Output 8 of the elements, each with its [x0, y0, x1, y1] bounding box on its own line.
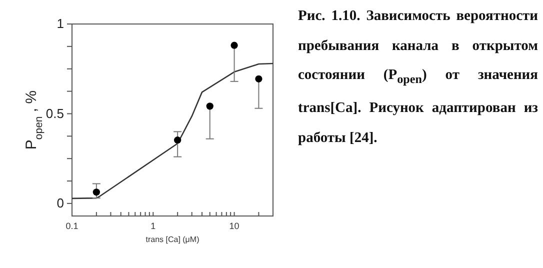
- x-tick-label: 1: [150, 220, 156, 231]
- y-tick-label: 1: [56, 16, 64, 32]
- text: Рис. 1.10. Зависимость вероятности пребывания канала в открытом состоянии (P$_{open}$) от значения trans[Ca]. Рисунок адаптирован из работы [24].: [298, 7, 538, 148]
- x-tick-label: 10: [229, 220, 240, 231]
- y-tick-label: 0: [56, 196, 64, 211]
- x-tick-label: 0.1: [66, 220, 78, 231]
- x-axis-title: trans [Ca] (μM): [146, 235, 200, 244]
- y-tick-label: 0.5: [46, 106, 64, 121]
